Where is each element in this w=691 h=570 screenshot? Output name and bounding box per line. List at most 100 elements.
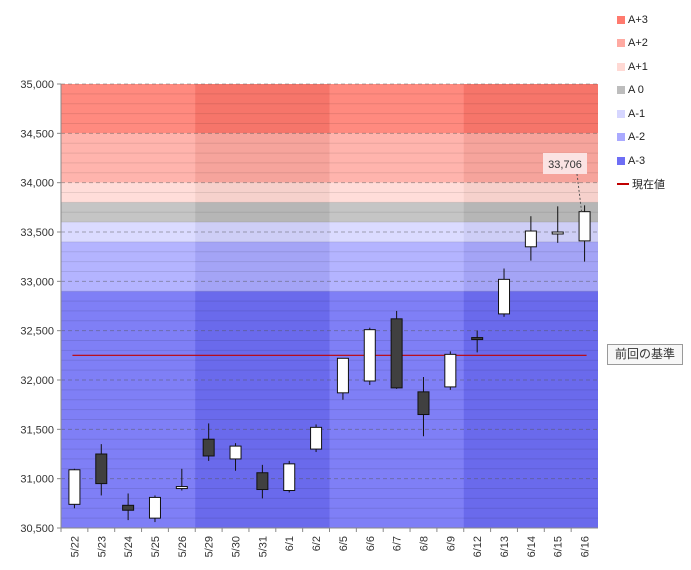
legend-label: 現在値 — [632, 179, 665, 192]
last-value-callout: 33,706 — [543, 153, 587, 212]
legend-item-Aminus1: A-1 — [617, 102, 665, 126]
legend-swatch — [617, 15, 625, 24]
candle-body — [471, 337, 484, 341]
reference-label: 前回の基準 — [607, 344, 683, 365]
x-tick-label: 5/22 — [69, 536, 81, 557]
y-tick-label: 33,500 — [20, 227, 54, 239]
candle-6-14 — [524, 216, 537, 261]
legend: A+3 A+2 A+1 A 0 A-1 A-2 A-3 現在値 — [617, 8, 665, 196]
x-tick-label: 5/29 — [204, 536, 216, 557]
candle-6-6 — [363, 327, 376, 385]
candle-5-29 — [202, 423, 215, 461]
week-shade-3 — [464, 84, 598, 528]
legend-swatch — [617, 39, 625, 48]
candle-body — [578, 211, 591, 242]
x-tick-label: 5/23 — [96, 536, 108, 557]
candle-body — [283, 463, 296, 492]
legend-item-Aminus3: A-3 — [617, 149, 665, 173]
candle-body — [148, 496, 161, 519]
x-tick-label: 6/7 — [392, 536, 404, 551]
x-tick-label: 5/31 — [257, 536, 269, 557]
candle-body — [498, 278, 511, 315]
candle-5-30 — [229, 443, 242, 471]
candle-5-24 — [122, 493, 135, 521]
last-value-label-bg — [543, 153, 587, 174]
legend-swatch — [617, 183, 629, 186]
x-tick-label: 5/26 — [177, 536, 189, 557]
grid-layer — [61, 83, 598, 529]
legend-swatch — [617, 109, 625, 118]
band-Aminus1 — [61, 222, 598, 242]
legend-swatch — [617, 86, 625, 95]
legend-swatch — [617, 62, 625, 71]
candle-6-7 — [390, 310, 403, 389]
candle-body — [363, 329, 376, 382]
y-tick-label: 32,000 — [20, 375, 54, 387]
x-tick-label: 6/8 — [418, 536, 430, 551]
candle-5-23 — [95, 444, 108, 496]
candle-body — [310, 426, 323, 450]
legend-label: A 0 — [628, 84, 644, 97]
candle-6-15 — [551, 206, 564, 243]
x-tick-label: 5/30 — [231, 536, 243, 557]
x-tick-label: 6/1 — [284, 536, 296, 551]
x-tick-label: 6/12 — [472, 536, 484, 557]
y-tick-label: 33,000 — [20, 276, 54, 288]
x-tick-label: 6/16 — [580, 536, 592, 557]
candle-6-9 — [444, 351, 457, 390]
legend-swatch — [617, 156, 625, 165]
x-tick-label: 6/2 — [311, 536, 323, 551]
x-tick-label: 5/25 — [150, 536, 162, 557]
legend-label: A-1 — [628, 107, 646, 120]
legend-item-Aplus3: A+3 — [617, 8, 665, 32]
candle-body — [95, 453, 108, 485]
candle-body — [229, 445, 242, 460]
y-tick-label: 31,000 — [20, 474, 54, 486]
legend-item-Aplus2: A+2 — [617, 32, 665, 56]
y-tick-label: 35,000 — [20, 79, 54, 91]
legend-label: A+1 — [628, 60, 648, 73]
candle-body — [524, 230, 537, 248]
candle-body — [175, 486, 188, 490]
y-tick-label: 32,500 — [20, 326, 54, 338]
legend-item-Aminus2: A-2 — [617, 126, 665, 150]
candle-6-16 — [578, 205, 591, 262]
candle-6-13 — [498, 268, 511, 317]
y-tick-label: 31,500 — [20, 424, 54, 436]
week-shading-layer — [61, 84, 598, 528]
candle-6-1 — [283, 460, 296, 493]
week-shade-0 — [61, 84, 196, 528]
candle-body — [551, 231, 564, 235]
band-Aminus3 — [61, 291, 598, 528]
legend-label: A-3 — [628, 154, 646, 167]
last-value-label: 33,706 — [548, 159, 582, 171]
band-Aplus1 — [61, 182, 598, 203]
x-tick-label: 6/15 — [553, 536, 565, 557]
candle-body — [444, 353, 457, 388]
candle-5-25 — [148, 495, 161, 523]
legend-item-A0: A 0 — [617, 79, 665, 103]
band-Aplus2 — [61, 133, 598, 183]
week-shade-1 — [195, 84, 329, 528]
x-tick-label: 5/24 — [123, 536, 135, 557]
candle-6-2 — [310, 424, 323, 453]
x-tick-label: 6/13 — [499, 536, 511, 557]
x-tick-label: 6/14 — [526, 536, 538, 557]
x-tick-label: 6/5 — [338, 536, 350, 551]
candle-6-12 — [471, 330, 484, 353]
x-tick-label: 6/9 — [445, 536, 457, 551]
candle-body — [417, 391, 430, 416]
axes-layer: 30,500 31,000 31,500 32,000 32,500 33,000 33,5… — [20, 79, 598, 557]
candle-5-26 — [175, 468, 188, 491]
candle-body — [390, 318, 403, 389]
candle-body — [256, 472, 269, 491]
candle-5-22 — [68, 468, 81, 509]
legend-label: A-2 — [628, 131, 646, 144]
candle-body — [336, 357, 349, 394]
candle-body — [122, 504, 135, 511]
legend-label: A+3 — [628, 13, 648, 26]
band-A0 — [61, 202, 598, 223]
y-tick-label: 30,500 — [20, 523, 54, 535]
candles-layer — [68, 205, 591, 523]
